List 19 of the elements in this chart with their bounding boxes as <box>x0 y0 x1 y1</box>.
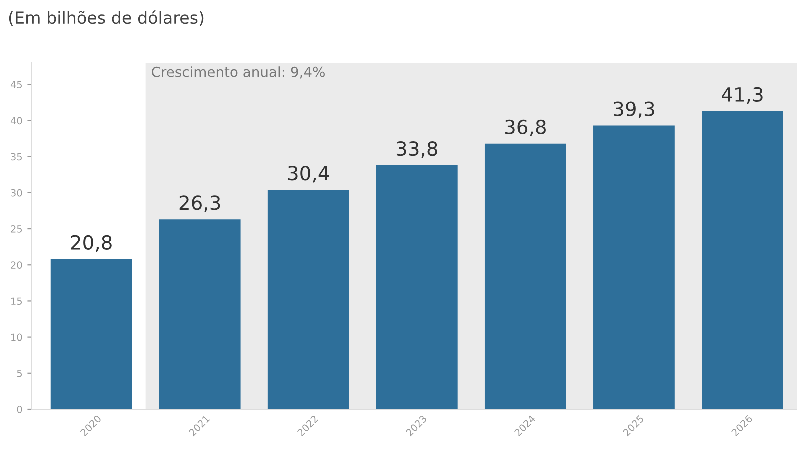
chart-title: (Em bilhões de dólares) <box>9 10 204 26</box>
data-label: 30,4 <box>288 166 330 183</box>
y-tick-label: 25 <box>11 226 22 233</box>
data-label: 26,3 <box>180 196 220 212</box>
data-label: 20,8 <box>71 235 112 252</box>
y-tick-label: 45 <box>10 81 22 88</box>
y-tick-label: 30 <box>11 189 22 197</box>
y-tick-label: 0 <box>17 406 22 414</box>
y-tick-label: 10 <box>12 334 22 342</box>
y-tick-label: 5 <box>17 370 22 378</box>
data-label: 36,8 <box>506 120 546 137</box>
data-label: 39,3 <box>614 102 654 118</box>
y-tick-label: 15 <box>12 298 22 306</box>
y-tick-label: 40 <box>10 117 22 125</box>
y-tick-label: 20 <box>11 262 22 269</box>
band-label: Crescimento anual: 9,4% <box>152 66 325 79</box>
data-label: 41,3 <box>722 87 763 104</box>
y-tick-label: 35 <box>11 153 22 161</box>
data-label: 33,8 <box>396 141 438 158</box>
